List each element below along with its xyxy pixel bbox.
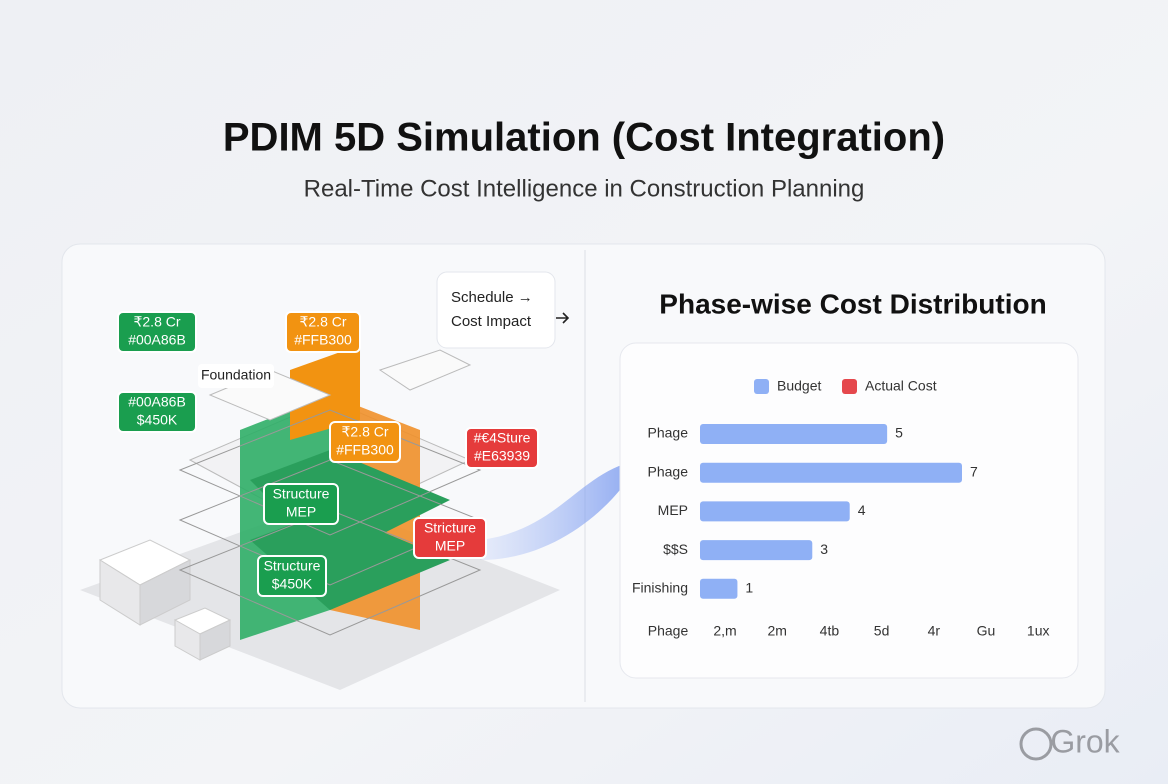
cost-tag-text: #E63939 xyxy=(474,448,530,464)
bar xyxy=(700,540,813,561)
x-axis-label: 4r xyxy=(928,623,941,639)
legend-swatch xyxy=(754,379,769,394)
subtitle: Real-Time Cost Intelligence in Construct… xyxy=(304,175,865,202)
x-axis-label: 1ux xyxy=(1027,623,1050,639)
cost-tag-text: #00A86B xyxy=(128,394,186,410)
cost-tag xyxy=(257,555,327,597)
watermark: Grok xyxy=(1050,723,1120,759)
category-label: $$S xyxy=(663,541,688,557)
cost-tag-text: MEP xyxy=(435,538,465,554)
category-label: MEP xyxy=(658,502,688,518)
bar xyxy=(700,424,888,444)
x-axis-label: 2,m xyxy=(713,623,736,639)
cost-tag-text: Structure xyxy=(264,558,321,574)
watermark-logo xyxy=(1019,727,1053,761)
legend-label: Budget xyxy=(777,378,821,394)
legend-label: Actual Cost xyxy=(865,378,937,394)
callout-arrow xyxy=(556,312,570,324)
callout-text: Schedule → xyxy=(451,289,533,306)
cost-tag xyxy=(413,517,487,559)
bar xyxy=(700,462,962,483)
foundation-label-bg xyxy=(198,364,274,388)
x-axis-label: 4tb xyxy=(820,623,840,639)
cost-tag xyxy=(117,311,197,353)
chart-title: Phase-wise Cost Distribution xyxy=(659,288,1046,319)
title: PDIM 5D Simulation (Cost Integration) xyxy=(223,116,945,160)
cost-tag-text: #€4Sture xyxy=(474,430,531,446)
cost-tag xyxy=(465,427,539,469)
bar xyxy=(700,578,738,599)
cost-tag-text: #00A86B xyxy=(128,332,186,348)
cost-tag-text: ₹2.8 Cr xyxy=(299,314,346,330)
cost-tag-text: #FFB300 xyxy=(294,332,352,348)
value-label: 5 xyxy=(895,425,903,441)
category-label: Phage xyxy=(648,425,689,441)
cost-tag xyxy=(117,391,197,433)
cost-tag-text: $450K xyxy=(137,412,178,428)
bar xyxy=(700,501,850,522)
category-label: Phage xyxy=(648,463,689,479)
callout-box xyxy=(436,271,556,349)
cost-tag-text: ₹2.8 Cr xyxy=(341,424,388,440)
value-label: 3 xyxy=(820,541,828,557)
x-axis-label: 5d xyxy=(874,623,890,639)
cost-tag-text: Structure xyxy=(273,486,330,502)
value-label: 1 xyxy=(745,580,753,596)
cost-tag-text: $450K xyxy=(272,576,313,592)
foundation-label: Foundation xyxy=(201,367,271,383)
callout-text: Cost Impact xyxy=(451,313,532,330)
cost-tag xyxy=(329,421,401,463)
cost-tag-text: MEP xyxy=(286,504,316,520)
x-axis-label: Gu xyxy=(977,623,996,639)
cost-tag-text: #FFB300 xyxy=(336,442,394,458)
x-axis-label: 2m xyxy=(767,623,786,639)
value-label: 4 xyxy=(858,502,866,518)
category-label: Finishing xyxy=(632,580,688,596)
cost-tag xyxy=(285,311,361,353)
cost-tag-text: ₹2.8 Cr xyxy=(133,314,180,330)
cost-tag xyxy=(263,483,339,525)
legend-swatch xyxy=(842,379,857,394)
value-label: 7 xyxy=(970,463,978,479)
flow-wave xyxy=(480,460,640,560)
x-axis-label: Phage xyxy=(648,623,689,639)
cost-tag-text: Stricture xyxy=(424,520,476,536)
